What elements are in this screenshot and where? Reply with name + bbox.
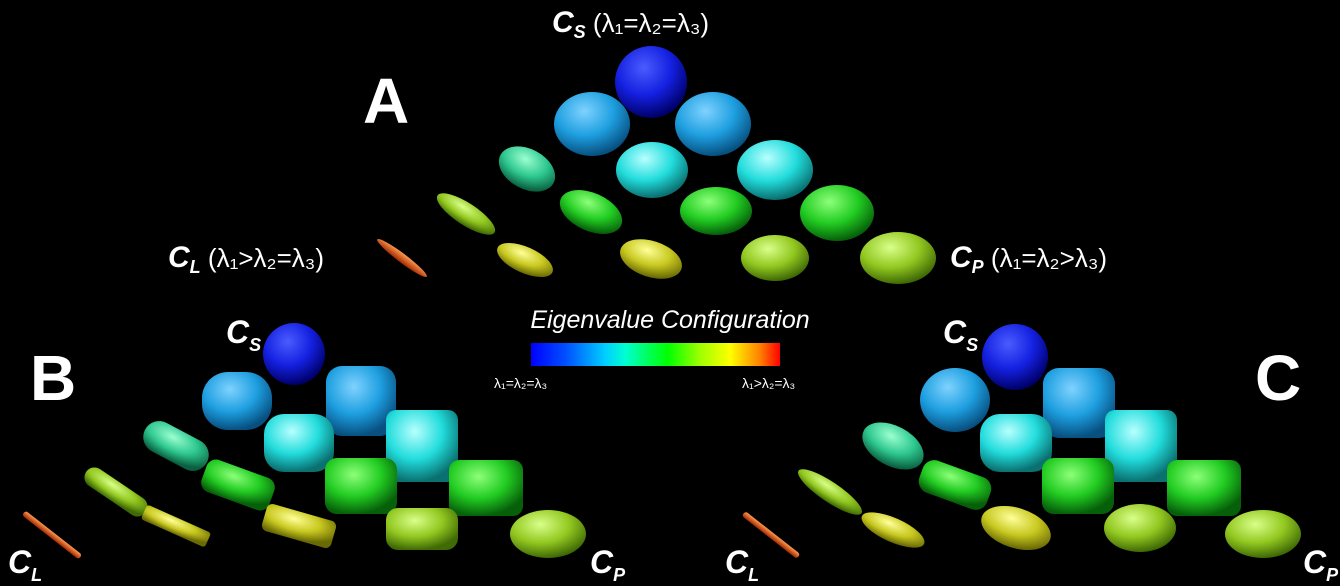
glyph-superquadric [918,460,992,510]
glyph-rod [742,512,800,558]
glyph-ellipsoid [737,140,813,200]
label-c-cs-letter: C [943,314,967,350]
label-c-cs: CS [943,314,978,354]
label-cp-letter: C [950,241,972,274]
panel-b-glyphs [22,323,586,559]
glyph-rod [377,239,427,277]
label-c-cl-letter: C [725,544,749,580]
glyph-ellipsoid [616,142,688,198]
label-c-cp-letter: C [1303,544,1327,580]
glyph-superquadric [449,460,523,516]
glyph-ellipsoid [741,235,809,281]
glyph-ellipsoid [498,146,556,192]
glyph-superquadric [386,410,458,482]
glyph-superquadric [862,422,924,470]
glyph-ellipsoid [554,92,630,156]
label-c-cs-sub: S [966,335,979,355]
glyph-ellipsoid [620,239,682,279]
glyph-superquadric [1225,510,1301,558]
glyph-superquadric [1104,504,1176,552]
glyph-ellipsoid [497,242,553,278]
glyph-ellipsoid [675,92,751,156]
panel-label-a: A [363,65,410,137]
glyph-superquadric [1167,460,1241,516]
label-cl-sub: L [189,257,201,277]
label-b-cl: CL [8,544,42,584]
label-c-cl-sub: L [748,565,760,585]
glyph-superquadric [1105,410,1177,482]
glyph-superquadric [201,459,275,511]
label-b-cp-letter: C [590,544,614,580]
glyph-superquadric [861,512,925,548]
glyph-superquadric [798,469,862,515]
colorbar-gradient [531,343,780,366]
glyph-superquadric [1042,458,1114,514]
label-b-cl-letter: C [8,544,32,580]
panel-a-glyphs [377,46,936,284]
label-cp-sub: P [971,257,984,277]
glyph-ellipsoid [559,190,623,234]
colorbar-left-label: λ₁=λ₂=λ₃ [494,375,548,391]
label-c-cp: CP [1303,544,1338,584]
label-cl-linear: CL (λ₁>λ₂=λ₃) [168,241,325,277]
glyph-superquadric [143,421,209,471]
label-cs-letter: C [552,6,574,39]
glyph-superquadric [920,368,990,432]
label-cs-spherical: CS (λ₁=λ₂=λ₃) [552,6,710,42]
glyph-ellipsoid [436,193,496,235]
label-c-cp-sub: P [1326,565,1339,585]
label-cs-relation: (λ₁=λ₂=λ₃) [592,8,710,38]
glyph-superquadric [264,414,334,472]
panel-c-glyphs [742,324,1301,558]
glyph-sphere [982,324,1048,390]
label-cp-planar: CP (λ₁=λ₂>λ₃) [950,241,1108,277]
panel-label-c: C [1255,342,1302,414]
panel-label-b: B [30,342,77,414]
glyph-superquadric [510,510,586,558]
glyph-superquadric [261,504,337,548]
glyph-sphere [615,46,687,118]
glyph-ellipsoid [680,187,752,235]
label-b-cl-sub: L [31,565,43,585]
glyph-sphere [263,323,325,385]
glyph-superquadric [980,414,1052,472]
glyph-superquadric [141,505,211,547]
glyph-superquadric [202,372,272,430]
glyph-rod [22,511,82,559]
glyph-ellipsoid [860,232,936,284]
label-b-cp: CP [590,544,625,584]
label-cs-sub: S [573,22,586,42]
label-cl-letter: C [168,241,190,274]
glyph-superquadric [386,508,458,550]
colorbar-right-label: λ₁>λ₂=λ₃ [742,375,796,391]
glyph-superquadric [326,366,396,436]
label-b-cs: CS [226,314,261,354]
glyph-superquadric [84,467,148,517]
glyph-superquadric [1043,368,1115,438]
label-b-cp-sub: P [613,565,626,585]
label-c-cl: CL [725,544,759,584]
label-cp-relation: (λ₁=λ₂>λ₃) [990,243,1108,273]
label-b-cs-letter: C [226,314,250,350]
label-b-cs-sub: S [249,335,262,355]
colorbar-title: Eigenvalue Configuration [530,306,810,334]
glyph-ellipsoid [800,185,874,241]
glyph-superquadric [981,505,1051,551]
label-cl-relation: (λ₁>λ₂=λ₃) [207,243,325,273]
glyph-superquadric [325,458,397,514]
